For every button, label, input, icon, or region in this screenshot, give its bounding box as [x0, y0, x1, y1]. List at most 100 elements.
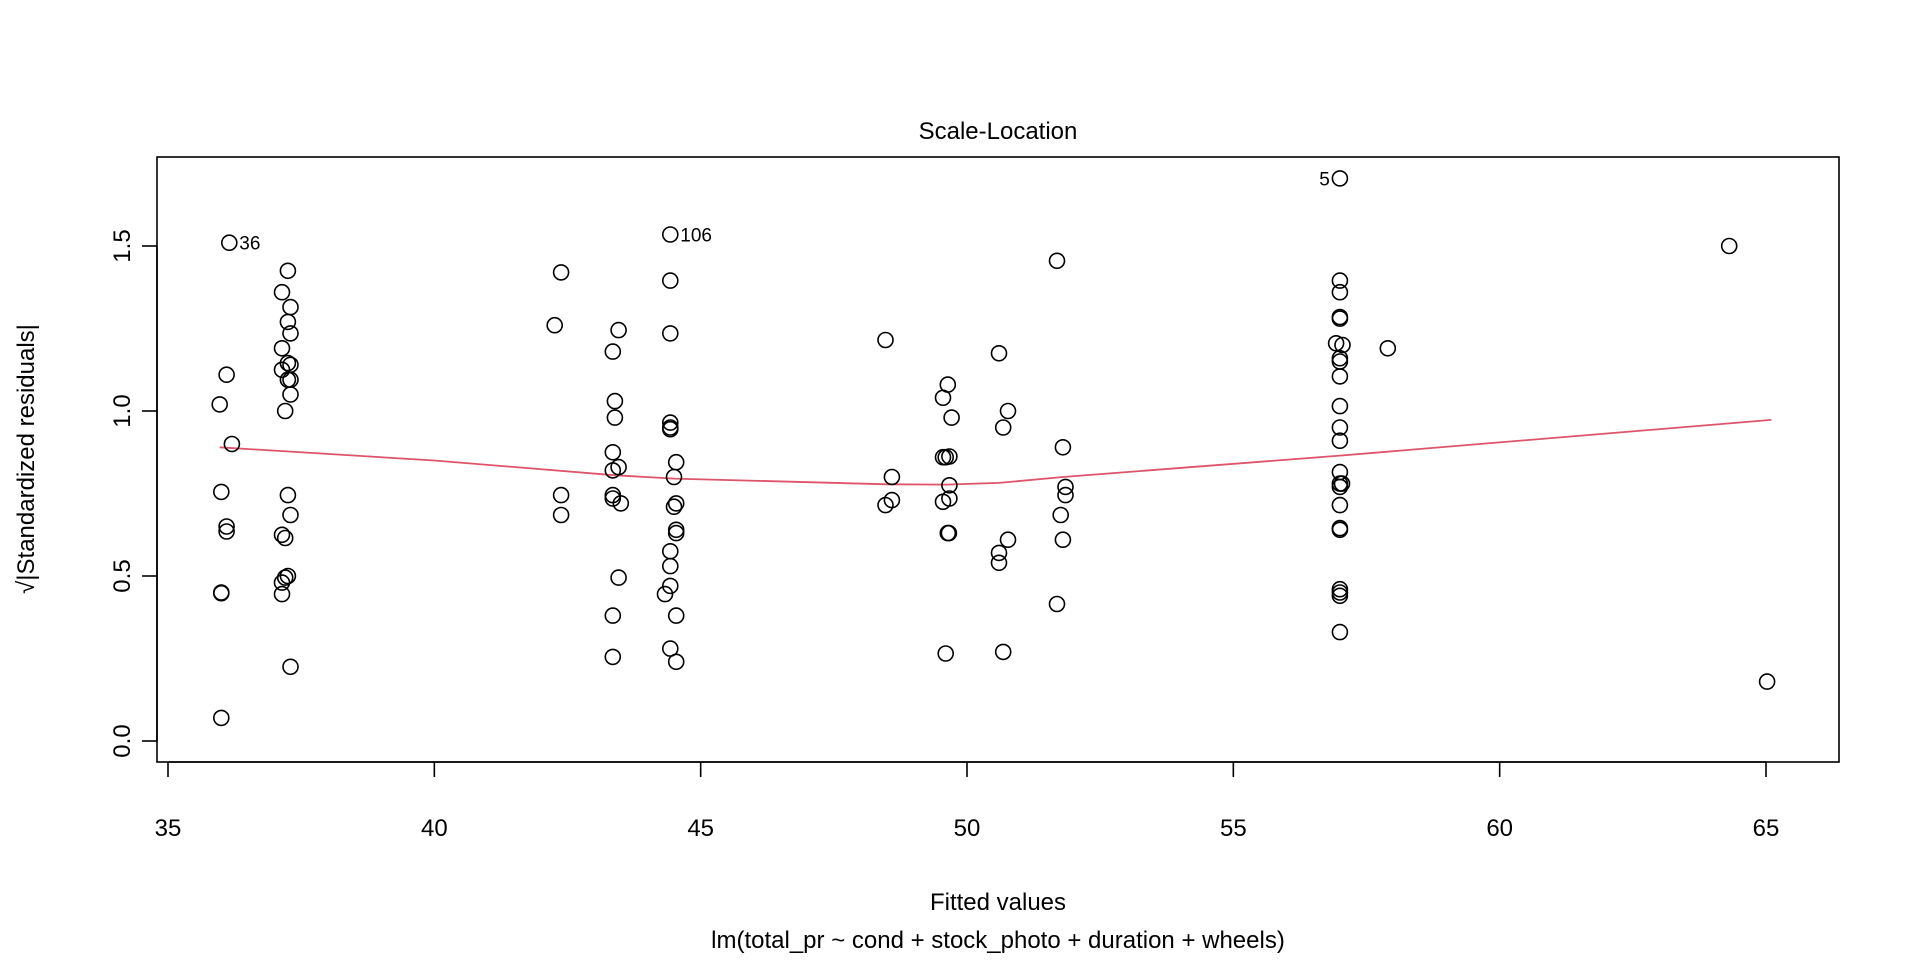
x-tick-label: 55 [1220, 815, 1247, 842]
data-point [1048, 252, 1066, 270]
data-point [282, 298, 299, 316]
data-point [1331, 521, 1349, 539]
data-point [1758, 673, 1776, 690]
data-point [1331, 353, 1349, 370]
data-point [1331, 496, 1349, 514]
data-point [610, 458, 627, 476]
data-point [1331, 478, 1349, 496]
data-point [213, 584, 230, 602]
smoother-line [219, 419, 1772, 486]
data-point [1054, 438, 1072, 456]
data-point [221, 234, 238, 251]
data-point [994, 643, 1012, 661]
data-point [273, 339, 291, 357]
data-point [1331, 397, 1349, 415]
data-point [661, 272, 679, 289]
data-point [211, 396, 228, 413]
data-point [934, 493, 952, 511]
x-tick-label: 50 [954, 815, 981, 842]
data-point [279, 486, 297, 504]
data-point [282, 325, 299, 342]
point-label: 5 [1319, 169, 1330, 190]
x-axis-label: Fitted values [930, 889, 1066, 916]
point-label: 36 [239, 234, 260, 255]
data-point [604, 443, 622, 461]
point-label: 106 [680, 225, 712, 246]
data-point [937, 645, 955, 662]
data-point [223, 435, 241, 453]
data-point [276, 529, 294, 547]
data-point [282, 658, 299, 676]
data-point [1331, 623, 1349, 641]
data-point [604, 648, 622, 666]
data-point [883, 468, 901, 486]
data-point [877, 331, 894, 349]
data-point [990, 544, 1008, 562]
data-point [667, 521, 685, 539]
data-point [661, 325, 679, 342]
data-point [665, 468, 683, 486]
data-point [273, 361, 291, 379]
data-point [273, 585, 291, 603]
data-point [934, 389, 952, 407]
data-point [661, 557, 679, 575]
x-tick-label: 40 [421, 815, 448, 842]
data-point [282, 386, 299, 403]
data-point [667, 453, 685, 471]
data-point [940, 524, 958, 542]
chart-title: Scale-Location [919, 118, 1078, 145]
data-point [667, 653, 685, 671]
data-point [1331, 580, 1349, 598]
data-point [610, 569, 627, 586]
data-point [883, 491, 901, 509]
data-point [999, 402, 1017, 420]
data-point [1048, 595, 1066, 613]
data-point [1331, 419, 1349, 436]
data-point [1334, 336, 1351, 354]
data-point [604, 486, 622, 504]
x-tick-label: 65 [1753, 815, 1780, 842]
data-point [273, 526, 291, 544]
y-tick-label: 0.0 [109, 724, 136, 757]
data-point [656, 585, 674, 603]
data-point [612, 495, 630, 512]
y-tick-label: 0.5 [109, 559, 136, 592]
x-tick-label: 60 [1486, 815, 1513, 842]
data-point [661, 414, 679, 431]
data-point [1331, 432, 1349, 450]
data-point [661, 542, 679, 560]
data-point [1331, 310, 1349, 327]
data-point [276, 569, 294, 586]
data-point [667, 495, 685, 512]
data-point [604, 607, 622, 624]
x-tick-label: 45 [687, 815, 714, 842]
data-point [604, 343, 622, 360]
data-point [994, 419, 1012, 436]
data-point [546, 316, 564, 334]
data-point [1052, 506, 1069, 524]
data-point [1331, 349, 1349, 367]
data-point [213, 483, 230, 501]
data-point [552, 264, 570, 281]
data-point [1057, 486, 1074, 504]
data-point [999, 531, 1017, 549]
x-tick-label: 35 [155, 815, 182, 842]
data-point [1331, 272, 1349, 289]
data-point [218, 518, 235, 535]
y-axis: 0.0 0.5 1.0 1.5 [109, 229, 158, 758]
data-point [667, 524, 685, 542]
data-point [1327, 334, 1345, 352]
data-point [273, 283, 291, 301]
data-point [604, 490, 622, 507]
data-point [279, 313, 297, 331]
data-point [273, 574, 291, 591]
point-labels-layer: 36 106 5 [239, 169, 1330, 254]
data-point [1331, 368, 1349, 385]
data-point [218, 523, 235, 540]
data-point [665, 498, 683, 516]
data-point [990, 554, 1008, 572]
data-point [552, 506, 570, 524]
y-axis-label: √|Standardized residuals| [13, 324, 40, 594]
data-point [661, 420, 679, 438]
